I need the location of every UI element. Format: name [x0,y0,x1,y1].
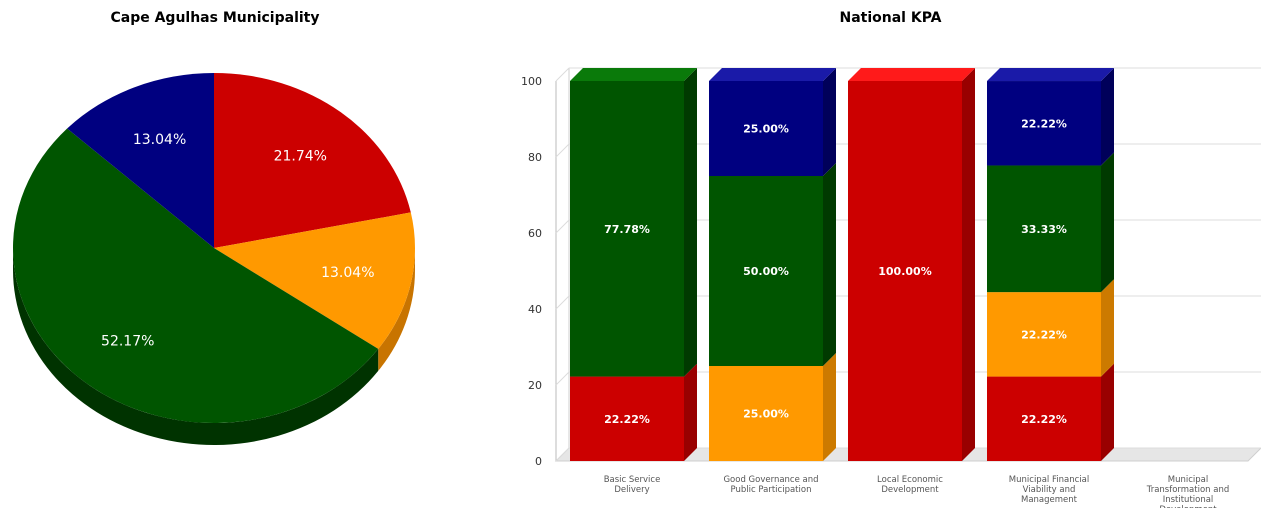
bar-0-series-2-label: 77.78% [604,223,650,236]
gridline-diag-0 [555,447,570,462]
x-tick-label-2: Local Economic Development [877,475,943,495]
bar-1-series-2-label: 50.00% [743,265,789,278]
bar-3-series-3[interactable] [987,81,1101,166]
bar-1-series-2[interactable] [709,176,823,366]
y-tick-label-1: 20 [528,379,542,392]
bar-1-series-2-side [823,163,836,366]
y-tick-label-5: 100 [521,75,542,88]
pie-slice-label-0: 21.74% [274,149,327,165]
x-tick-label-3: Municipal Financial Viability and Manageme… [1009,475,1089,505]
pie-slice-side-1 [378,248,415,371]
gridline-diag-1 [555,371,570,386]
bar-1-series-1-label: 25.00% [743,408,789,421]
y-tick-label-3: 60 [528,227,542,240]
pie-chart-title: Cape Agulhas Municipality [110,10,320,26]
pie-slice-label-3: 13.04% [133,132,186,148]
gridline-diag-4 [555,143,570,158]
pie-slice-0[interactable] [214,73,411,248]
bar-2-series-0-label: 100.00% [878,265,931,278]
bar-3-series-0-label: 22.22% [1021,413,1067,426]
x-tick-label-1: Good Governance and Public Participation [723,475,818,495]
gridline-diag-2 [555,295,570,310]
pie-slice-2[interactable] [12,128,379,423]
bar-3-series-0-side [1101,363,1114,461]
gridline-diag-5 [555,67,570,82]
bar-2-series-0[interactable] [848,81,962,461]
pie-chart: 21.74% 13.04% 52.17% 13.04% [12,73,415,445]
bar-3-series-0[interactable] [987,376,1101,461]
pie-slice-3[interactable] [67,73,214,248]
bar-3-series-1[interactable] [987,292,1101,377]
bar-1-top [709,68,836,81]
y-tick-label-2: 40 [528,303,542,316]
gridline-diag-3 [555,219,570,234]
y-tick-label-4: 80 [528,151,542,164]
bar-3-series-1-label: 22.22% [1021,328,1067,341]
bar-3-series-2-label: 33.33% [1021,223,1067,236]
bar-0-series-0[interactable] [570,376,684,461]
bar-3-series-2-side [1101,152,1114,293]
bar-2-top [848,68,975,81]
pie-slice-label-1: 13.04% [321,265,374,281]
pie-slice-1[interactable] [214,212,415,349]
pie-slice-side-2 [13,248,379,445]
bar-1-series-3[interactable] [709,81,823,176]
y-tick-label-0: 0 [535,455,542,468]
bar-3-series-3-label: 22.22% [1021,117,1067,130]
bar-1-series-3-label: 25.00% [743,123,789,136]
stacked-bar-chart: 0 20 40 60 80 100 22.22% 77.78% Basic Service Del… [521,67,1261,508]
pie-depth [13,248,415,445]
bar-0-series-2-side [684,68,697,377]
bar-0-series-2[interactable] [570,81,684,377]
bar-0-top [570,68,697,81]
bar-2-series-0-side [962,68,975,461]
bar-3-series-3-side [1101,68,1114,166]
x-tick-label-0: Basic Service Delivery [604,475,661,495]
bar-0-series-0-side [684,363,697,461]
bar-1-series-1[interactable] [709,366,823,461]
bar-3-series-1-side [1101,279,1114,377]
x-tick-label-4: Municipal Transformation and Institutional… [1146,475,1229,508]
bar-1-series-3-side [823,68,836,176]
bar-1-series-1-side [823,353,836,461]
bar-3-top [987,68,1114,82]
bar-0-series-0-label: 22.22% [604,413,650,426]
pie-slice-label-2: 52.17% [101,333,154,349]
bar-3-series-2[interactable] [987,165,1101,293]
bar-chart-title: National KPA [839,10,942,26]
